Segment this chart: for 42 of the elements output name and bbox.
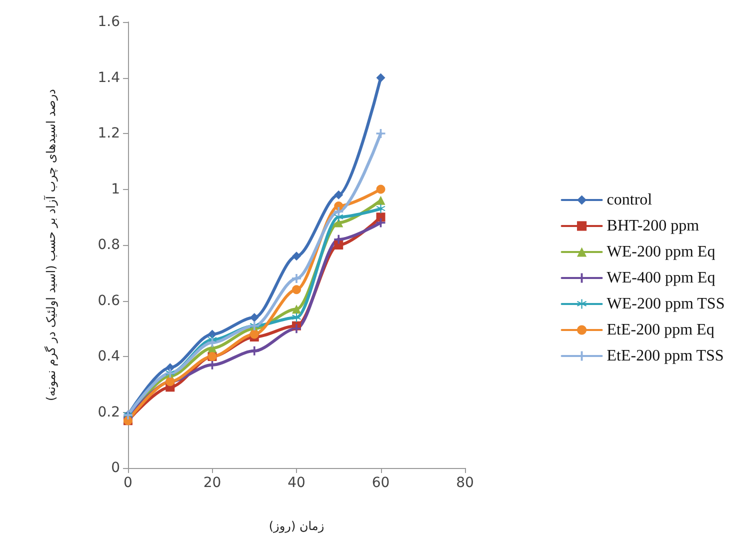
legend-label: WE-200 ppm Eq bbox=[606, 244, 716, 260]
point bbox=[376, 196, 386, 205]
legend-label: WE-400 ppm Eq bbox=[606, 270, 716, 286]
point bbox=[376, 73, 386, 82]
x-tick-label: 0 bbox=[124, 475, 132, 491]
point bbox=[334, 240, 344, 250]
x-axis-title: زمان (روز) bbox=[268, 519, 324, 533]
point bbox=[292, 304, 301, 314]
legend-label: EtE-200 ppm TSS bbox=[606, 348, 724, 364]
x-tick-label: 40 bbox=[288, 475, 306, 491]
point bbox=[334, 190, 344, 200]
legend-label: EtE-200 ppm Eq bbox=[606, 322, 714, 338]
point bbox=[376, 204, 386, 214]
point bbox=[376, 129, 386, 138]
x-tick-label: 60 bbox=[372, 475, 390, 491]
point bbox=[292, 252, 301, 261]
point bbox=[292, 274, 301, 283]
y-tick-label: 1 bbox=[111, 181, 120, 198]
point bbox=[250, 330, 259, 339]
y-tick-label: 1.4 bbox=[98, 70, 120, 86]
point bbox=[334, 207, 344, 216]
point bbox=[208, 330, 217, 339]
point bbox=[376, 212, 386, 222]
point bbox=[292, 285, 301, 294]
legend-label: BHT-200 ppm bbox=[606, 218, 700, 234]
legend-label: WE-200 ppm TSS bbox=[606, 296, 725, 312]
legend-label: control bbox=[606, 192, 653, 208]
point bbox=[292, 312, 301, 322]
point bbox=[292, 324, 301, 334]
y-tick-label: 0 bbox=[111, 460, 120, 476]
y-tick-label: 0.8 bbox=[98, 237, 120, 253]
x-tick-label: 20 bbox=[203, 475, 222, 491]
y-tick-label: 1.6 bbox=[98, 14, 120, 30]
x-tick-label: 80 bbox=[456, 475, 474, 491]
y-tick-label: 0.4 bbox=[98, 348, 120, 364]
y-tick-label: 0.2 bbox=[98, 404, 120, 420]
y-axis-title: درصد اسیدهای چرب آزاد بر حسب (اسید اولئیک در گرم نمونه) bbox=[43, 88, 58, 402]
point bbox=[208, 338, 217, 348]
point bbox=[334, 234, 344, 244]
y-tick-label: 1.2 bbox=[98, 126, 120, 142]
point bbox=[376, 184, 386, 194]
y-tick-label: 0.6 bbox=[98, 292, 120, 309]
